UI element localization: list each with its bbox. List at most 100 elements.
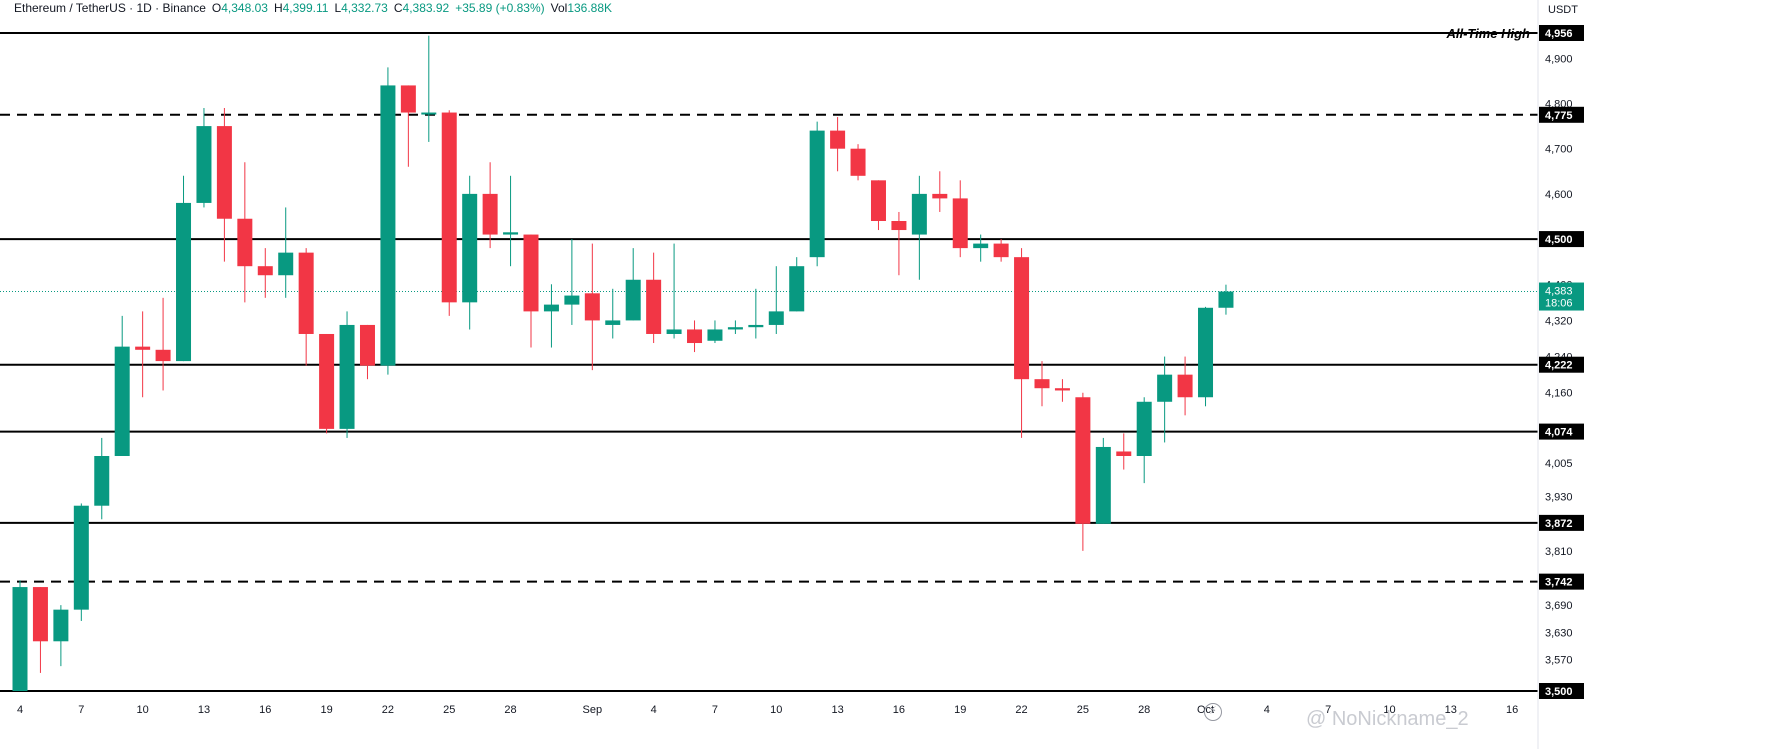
candle xyxy=(196,108,212,208)
candle-body xyxy=(973,243,989,249)
candle-body xyxy=(830,130,846,149)
candle xyxy=(237,162,253,303)
candle-body xyxy=(646,279,662,334)
date-tick-label: 13 xyxy=(198,704,210,716)
candle xyxy=(1157,356,1173,443)
price-tick-label: 4,700 xyxy=(1545,144,1573,156)
candle xyxy=(564,239,580,325)
open-label: O xyxy=(211,1,222,15)
candle-body xyxy=(850,148,866,176)
date-tick-label: 16 xyxy=(893,704,905,716)
candle-body xyxy=(584,293,600,321)
candle xyxy=(421,35,437,142)
candle xyxy=(768,266,784,334)
price-tick-label: 3,810 xyxy=(1545,546,1573,558)
candle xyxy=(891,211,907,276)
level-price-tag xyxy=(1539,356,1584,373)
price-tick-label: 3,930 xyxy=(1545,492,1573,504)
candle-body xyxy=(319,333,335,429)
candle xyxy=(1014,248,1030,438)
candle-body xyxy=(666,329,682,334)
level-price-tag xyxy=(1539,423,1584,440)
level-price-label: 4,222 xyxy=(1545,360,1573,372)
candle xyxy=(973,234,989,262)
countdown-label: 18:06 xyxy=(1545,298,1573,310)
candle-body xyxy=(462,193,478,303)
date-tick-label: 25 xyxy=(1077,704,1089,716)
date-tick-label: 7 xyxy=(1325,704,1331,716)
candle-body xyxy=(237,218,253,267)
level-price-tag xyxy=(1539,106,1584,123)
candle-body xyxy=(298,252,314,334)
candle xyxy=(646,252,662,344)
candle-body xyxy=(1198,307,1214,398)
candle-body xyxy=(707,329,723,341)
candle-body xyxy=(53,609,69,642)
current-price-tag xyxy=(1539,282,1584,311)
level-price-label: 3,742 xyxy=(1545,577,1573,589)
candle-body xyxy=(543,304,559,312)
date-tick-label: 22 xyxy=(382,704,394,716)
level-price-label: 4,775 xyxy=(1545,110,1573,122)
level-lines: All-Time High xyxy=(0,26,1538,692)
candle-body xyxy=(952,198,968,249)
date-tick-label: 28 xyxy=(1138,704,1150,716)
date-tick-label: 25 xyxy=(443,704,455,716)
date-tick-label: Sep xyxy=(583,704,603,716)
candle-body xyxy=(421,112,437,115)
candle-body xyxy=(1157,374,1173,402)
candle-body xyxy=(748,324,764,328)
candle xyxy=(94,437,110,520)
candle xyxy=(1116,433,1132,470)
candle-body xyxy=(400,85,416,113)
candle xyxy=(73,503,89,621)
candle xyxy=(584,243,600,371)
candle-body xyxy=(155,349,171,362)
date-tick-label: 13 xyxy=(831,704,843,716)
candle xyxy=(523,234,539,348)
candle-body xyxy=(114,346,130,456)
close-value: 4,383.92 xyxy=(402,1,450,15)
candle xyxy=(625,248,641,321)
high-label: H xyxy=(273,1,283,15)
candle xyxy=(605,288,621,339)
candle xyxy=(176,175,192,362)
candle xyxy=(1136,397,1152,484)
candle-body xyxy=(523,234,539,312)
candle xyxy=(911,175,927,280)
close-label: C xyxy=(393,1,403,15)
level-price-tag xyxy=(1539,514,1584,531)
candle-body xyxy=(687,329,703,344)
price-tick-label: 3,630 xyxy=(1545,627,1573,639)
candle xyxy=(482,162,498,249)
candle xyxy=(1034,361,1050,407)
time-axis[interactable]: 4 7 10 13 16 19 22 25 28 Sep 4 7 10 13 16 19 22 25 28 Oct 4 7… xyxy=(17,704,1518,716)
candle xyxy=(298,248,314,366)
candle-body xyxy=(176,202,192,362)
date-tick-label: 7 xyxy=(78,704,84,716)
candle xyxy=(830,117,846,172)
level-price-tag xyxy=(1539,231,1584,248)
candle xyxy=(809,121,825,267)
candle xyxy=(687,320,703,353)
price-tick-label: 3,690 xyxy=(1545,600,1573,612)
candle xyxy=(278,207,294,298)
price-tick-label: 4,005 xyxy=(1545,458,1573,470)
candle xyxy=(1095,437,1111,524)
candle xyxy=(400,85,416,167)
candle xyxy=(789,257,805,312)
lightning-icon[interactable]: ⚡ xyxy=(1204,703,1222,721)
candle-body xyxy=(1034,379,1050,389)
level-price-tag xyxy=(1539,25,1584,41)
candle-body xyxy=(605,320,621,325)
candle-body xyxy=(727,327,743,330)
candle-body xyxy=(73,505,89,610)
symbol-title[interactable]: Ethereum / TetherUS · 1D · Binance xyxy=(14,1,206,15)
price-tick-label: 4,160 xyxy=(1545,388,1573,400)
candle xyxy=(359,324,375,380)
level-price-tag xyxy=(1539,573,1584,590)
candle xyxy=(1177,356,1193,416)
candle-body xyxy=(768,311,784,325)
price-axis[interactable]: USDT3,5103,5703,6303,6903,8103,9304,0054… xyxy=(1537,0,1584,749)
